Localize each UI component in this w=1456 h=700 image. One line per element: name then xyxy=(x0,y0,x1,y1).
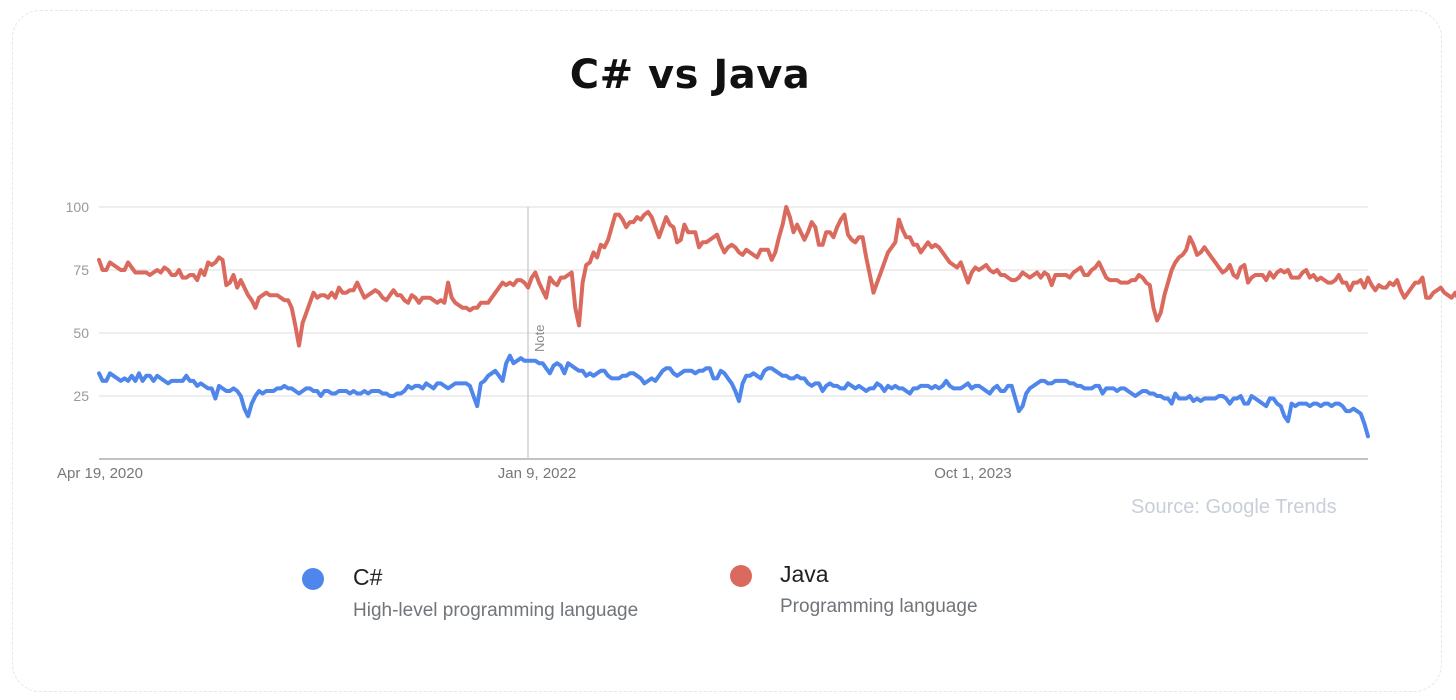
gridlines xyxy=(99,206,1368,460)
x-tick-label: Apr 19, 2020 xyxy=(57,465,143,482)
y-tick-label: 25 xyxy=(73,388,89,404)
legend-series-description: Programming language xyxy=(780,596,978,617)
csharp-series-line[interactable] xyxy=(97,353,1370,439)
chart-title: C# vs Java xyxy=(569,52,811,98)
y-axis-ticks: 25 50 75 100 xyxy=(66,199,90,404)
legend-series-name: C# xyxy=(353,564,383,590)
note-label[interactable]: Note xyxy=(532,325,547,352)
series-lines xyxy=(97,205,1456,439)
y-tick-label: 50 xyxy=(73,325,89,341)
y-tick-label: 100 xyxy=(66,199,90,215)
x-axis-ticks: Apr 19, 2020 Jan 9, 2022 Oct 1, 2023 xyxy=(57,465,1012,482)
legend-series-name: Java xyxy=(780,561,829,587)
chart-card xyxy=(12,10,1442,692)
java-dot-icon xyxy=(730,565,752,587)
x-tick-label: Jan 9, 2022 xyxy=(498,465,576,482)
y-tick-label: 75 xyxy=(73,262,89,278)
csharp-dot-icon xyxy=(302,568,324,590)
x-tick-label: Oct 1, 2023 xyxy=(934,465,1012,482)
legend-series-description: High-level programming language xyxy=(353,600,639,621)
note-annotation: Note xyxy=(527,207,547,459)
java-series-line[interactable] xyxy=(97,205,1456,348)
source-label: Source: Google Trends xyxy=(1131,496,1337,518)
